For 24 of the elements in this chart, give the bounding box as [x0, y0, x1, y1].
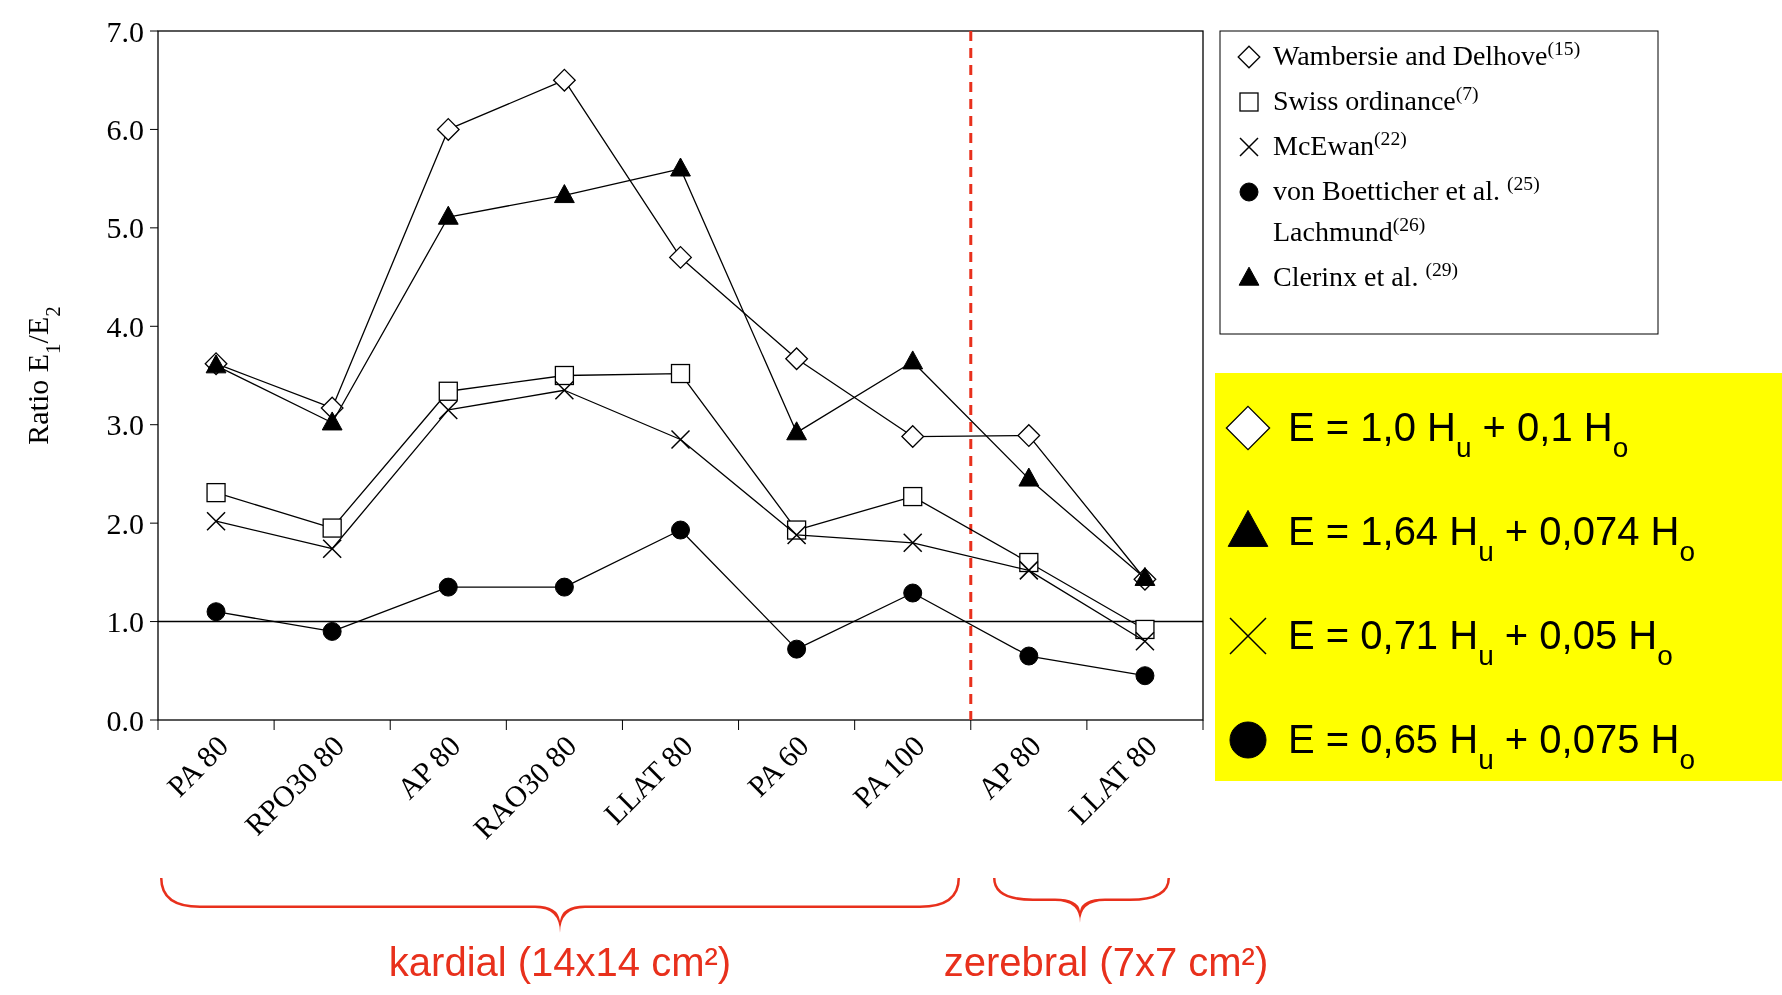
x-tick-label: AP 80 — [970, 728, 1048, 806]
y-tick-label: 7.0 — [106, 14, 144, 48]
text: E = 0,71 H$_{u}$ + 0,05 H$_{o}$ — [1288, 613, 1673, 671]
text: E = 1,64 H$_{u}$ + 0,074 H$_{o}$ — [1288, 509, 1695, 567]
text: kardial (14x14 cm²) — [388, 940, 732, 984]
y-tick-label: 3.0 — [106, 408, 144, 442]
x-tick-label: PA 60 — [740, 728, 815, 803]
x-tick-label: AP 80 — [390, 728, 467, 806]
x-tick-label: PA 80 — [160, 728, 235, 803]
y-tick-label: 0.0 — [106, 703, 144, 737]
text: E = 0,65 H$_{u}$ + 0,075 H$_{o}$ — [1288, 717, 1695, 775]
legend-label: Swiss ordinance$^{(7)}$ — [1273, 82, 1479, 116]
y-tick-label: 5.0 — [106, 211, 144, 245]
text: von Boetticher et al. $^{(25)}$ Lachmund$^{(26)}$ — [1273, 172, 1540, 247]
x-tick-label: PA 100 — [846, 728, 931, 814]
text: zerebral (7x7 cm²) — [943, 940, 1269, 984]
y-tick-label: 2.0 — [106, 506, 144, 540]
legend-label: Clerinx et al. $^{(29)}$ — [1273, 258, 1459, 292]
legend-label: McEwan$^{(22)}$ — [1273, 127, 1407, 161]
text: E = 1,0 H$_{u}$ + 0,1 H$_{o}$ — [1288, 405, 1629, 463]
y-tick-label: 1.0 — [106, 605, 144, 639]
y-tick-label: 6.0 — [106, 112, 144, 146]
y-tick-label: 4.0 — [106, 309, 144, 343]
legend-label: Wambersie and Delhove$^{(15)}$ — [1273, 37, 1581, 71]
